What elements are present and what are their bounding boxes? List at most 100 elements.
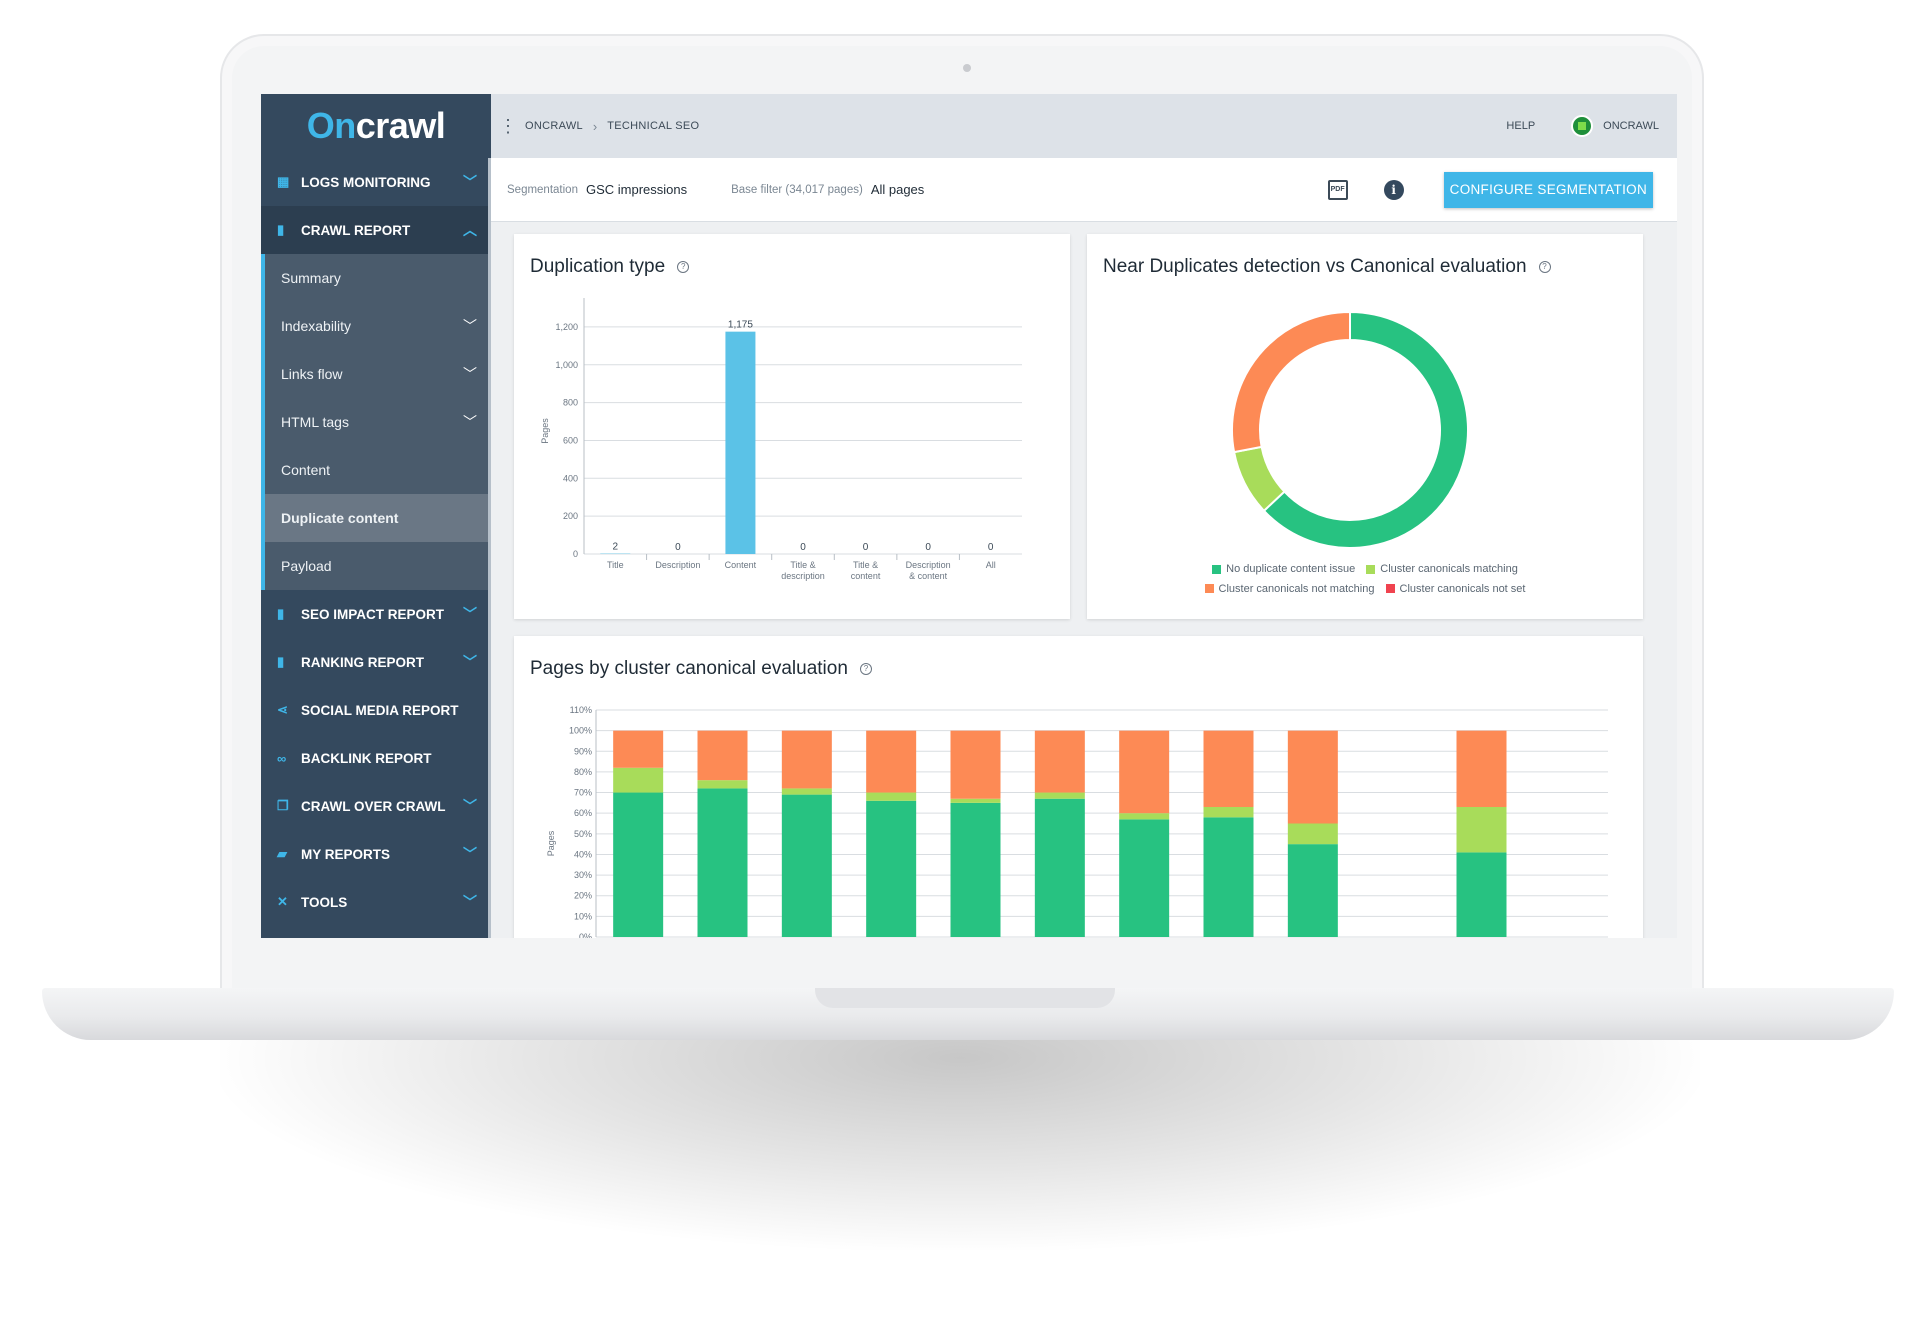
oncrawl-logo[interactable]: On crawl [261,94,491,158]
x-tick-label: Title & [853,560,878,570]
legend-label: Cluster canonicals not matching [1218,582,1375,595]
bar-chart-icon: ▮ [277,606,285,621]
stacked-bar-segment [866,730,917,793]
legend-item[interactable]: Cluster canonicals not set [1385,580,1526,598]
crawl-report-submenu: Summary Indexability ﹀ Links flow ﹀ HTML… [261,254,491,590]
data-label: 0 [988,542,994,553]
stacked-bar-segment [950,798,1001,803]
help-circle-icon[interactable]: ? [1538,261,1551,273]
sidebar-item-social-media-report[interactable]: ⋖ SOCIAL MEDIA REPORT [261,686,491,734]
legend-item[interactable]: Cluster canonicals matching [1366,560,1518,578]
more-vertical-icon[interactable]: ⋮ [499,116,517,136]
x-tick-label: All [986,560,996,570]
x-tick-label: content [851,571,881,581]
pdf-icon[interactable]: PDF [1327,179,1348,200]
copy-icon: ❐ [277,798,289,813]
sidebar-subitem-content[interactable]: Content [265,446,491,494]
y-axis-label: Pages [540,418,550,444]
sidebar-scrollbar[interactable] [488,158,491,938]
data-label: 0 [800,542,806,553]
sidebar-item-label: CRAWL OVER CRAWL [301,798,446,814]
sidebar-item-ranking-report[interactable]: ▮ RANKING REPORT ﹀ [261,638,491,686]
filter-actions: PDF i CONFIGURE SEGMENTATION [1327,171,1677,208]
stacked-bar-segment [1034,798,1085,937]
sidebar-subitem-html-tags[interactable]: HTML tags ﹀ [265,398,491,446]
sidebar-subitem-payload[interactable]: Payload [265,542,491,590]
legend-item[interactable]: No duplicate content issue [1212,560,1355,578]
sidebar-item-seo-impact-report[interactable]: ▮ SEO IMPACT REPORT ﹀ [261,590,491,638]
sidebar-subitem-label: Summary [281,270,341,286]
filter-bar: Segmentation GSC impressions Base filter… [491,158,1677,222]
help-circle-icon[interactable]: ? [677,261,690,273]
chevron-down-icon: ﹀ [463,366,477,382]
help-circle-icon[interactable]: ? [859,663,872,675]
chevron-right-icon: › [592,118,598,134]
sidebar-item-crawl-report[interactable]: ▮ CRAWL REPORT ︿ [261,206,491,254]
chevron-down-icon: ﹀ [463,606,477,622]
bar-chart-icon: ▮ [277,654,285,669]
data-label: 0 [863,542,869,553]
legend-label: Cluster canonicals matching [1380,563,1518,575]
chevron-down-icon: ﹀ [463,894,477,910]
folder-icon: ▰ [277,846,287,861]
card-title: Pages by cluster canonical evaluation ? [530,658,872,680]
help-link[interactable]: HELP [1506,120,1536,132]
sidebar-item-my-reports[interactable]: ▰ MY REPORTS ﹀ [261,830,491,878]
sidebar-item-label: MY REPORTS [301,846,391,862]
stacked-bar-segment [1034,730,1085,793]
sidebar-item-logs-monitoring[interactable]: ▦ LOGS MONITORING ﹀ [261,158,491,206]
avatar[interactable] [1571,115,1594,137]
topbar-right: HELP ONCRAWL [1506,115,1677,137]
legend-item[interactable]: Cluster canonicals not matching [1204,580,1375,598]
base-filter-select[interactable]: All pages [870,182,925,197]
legend-row: Cluster canonicals not matching Cluster … [1087,580,1643,600]
stacked-bar-segment [866,800,917,937]
sidebar-item-tools[interactable]: ✕ TOOLS ﹀ [261,878,491,926]
sidebar-subitem-label: Links flow [281,366,343,382]
chevron-down-icon: ﹀ [463,654,477,670]
user-name[interactable]: ONCRAWL [1603,120,1659,132]
donut-legend: No duplicate content issue Cluster canon… [1087,560,1643,599]
breadcrumb-oncrawl[interactable]: ONCRAWL [525,120,583,132]
stacked-bar-segment [1456,852,1507,937]
stacked-bar-segment [781,788,832,795]
y-tick-label: 70% [574,788,592,798]
card-title: Duplication type ? [530,256,690,278]
sidebar-subitem-indexability[interactable]: Indexability ﹀ [265,302,491,350]
legend-swatch [1366,564,1376,574]
sidebar-subitem-links-flow[interactable]: Links flow ﹀ [265,350,491,398]
y-tick-label: 400 [563,473,578,483]
stacked-bar-segment [1287,730,1338,824]
y-tick-label: 1,200 [555,322,578,332]
sidebar-item-label: RANKING REPORT [301,654,425,670]
stacked-bar-segment [1287,844,1338,937]
donut-slice [1262,310,1469,549]
legend-label: Cluster canonicals not set [1399,582,1526,595]
sidebar-subitem-duplicate-content[interactable]: Duplicate content [265,494,491,542]
stacked-bar-segment [613,792,664,937]
sidebar-item-label: SEO IMPACT REPORT [301,606,445,622]
chart-title: Near Duplicates detection vs Canonical e… [1103,256,1527,277]
logo-rest: crawl [355,105,446,146]
near-duplicates-card: Near Duplicates detection vs Canonical e… [1087,234,1643,619]
y-tick-label: 0% [579,932,592,938]
data-label: 0 [675,542,681,553]
stacked-bar-segment [613,767,664,793]
stacked-bar-segment [950,802,1001,937]
sidebar-item-backlink-report[interactable]: ∞ BACKLINK REPORT [261,734,491,782]
data-label: 0 [925,542,931,553]
configure-segmentation-button[interactable]: CONFIGURE SEGMENTATION [1443,171,1653,208]
data-label: 1,175 [728,320,753,331]
segmentation-select[interactable]: GSC impressions [585,182,688,197]
sidebar-subitem-label: HTML tags [281,414,349,430]
stacked-bar-segment [1203,817,1254,937]
breadcrumb-technical-seo[interactable]: TECHNICAL SEO [607,120,700,132]
sidebar-subitem-summary[interactable]: Summary [265,254,491,302]
sidebar-item-crawl-over-crawl[interactable]: ❐ CRAWL OVER CRAWL ﹀ [261,782,491,830]
info-icon[interactable]: i [1383,179,1404,200]
stacked-bar-segment [1287,823,1338,845]
sidebar-item-label: SOCIAL MEDIA REPORT [301,702,459,718]
stacked-bar-segment [697,730,748,781]
near-duplicates-donut [1231,310,1469,549]
sidebar-subitem-label: Indexability [281,318,352,334]
